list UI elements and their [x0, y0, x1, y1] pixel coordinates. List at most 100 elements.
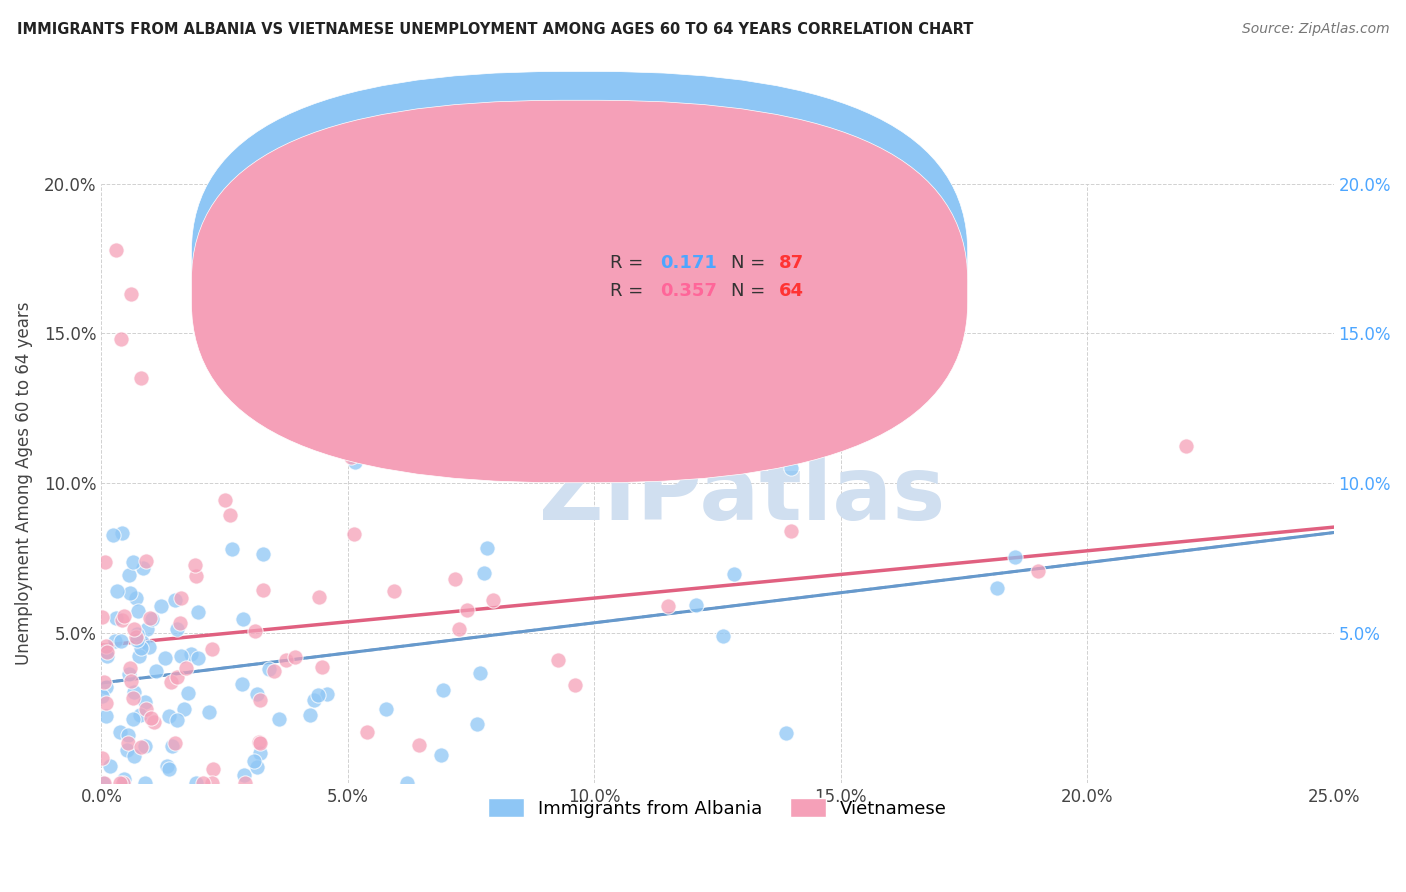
Point — [141, 612, 163, 626]
Point — [449, 622, 471, 636]
Point — [96, 645, 118, 659]
Point — [125, 630, 148, 644]
Point — [465, 717, 488, 731]
Point — [232, 612, 254, 626]
Point — [128, 707, 150, 722]
Point — [198, 311, 221, 326]
Point — [249, 693, 271, 707]
Point — [183, 558, 205, 572]
Point — [135, 554, 157, 568]
Point — [122, 555, 145, 569]
Point — [780, 524, 803, 538]
Point — [118, 586, 141, 600]
Point — [124, 622, 146, 636]
Point — [219, 508, 242, 523]
Point — [775, 726, 797, 740]
Point — [91, 751, 114, 765]
Point — [149, 599, 172, 613]
Point — [93, 674, 115, 689]
Point — [173, 701, 195, 715]
Point — [657, 599, 679, 613]
FancyBboxPatch shape — [191, 71, 967, 454]
FancyBboxPatch shape — [191, 100, 967, 483]
Point — [153, 651, 176, 665]
Point — [103, 527, 125, 541]
Point — [1174, 439, 1197, 453]
Point — [122, 712, 145, 726]
Point — [108, 776, 131, 790]
Point — [302, 693, 325, 707]
Point — [1026, 564, 1049, 578]
Point — [444, 572, 467, 586]
Text: 0.357: 0.357 — [659, 283, 717, 301]
Point — [110, 526, 132, 541]
Point — [456, 603, 478, 617]
Point — [138, 640, 160, 655]
Point — [432, 683, 454, 698]
Point — [263, 665, 285, 679]
Text: 87: 87 — [779, 253, 804, 272]
Point — [170, 591, 193, 606]
Text: IMMIGRANTS FROM ALBANIA VS VIETNAMESE UNEMPLOYMENT AMONG AGES 60 TO 64 YEARS COR: IMMIGRANTS FROM ALBANIA VS VIETNAMESE UN… — [17, 22, 973, 37]
Point — [166, 713, 188, 727]
Point — [177, 686, 200, 700]
Point — [139, 611, 162, 625]
Point — [108, 725, 131, 739]
Text: 64: 64 — [779, 283, 804, 301]
Point — [395, 776, 418, 790]
Point — [685, 599, 707, 613]
Point — [120, 674, 142, 689]
Point — [198, 706, 221, 720]
Point — [134, 695, 156, 709]
Text: N =: N = — [731, 253, 770, 272]
Point — [104, 611, 127, 625]
Point — [267, 712, 290, 726]
Point — [191, 776, 214, 790]
Point — [408, 738, 430, 752]
Point — [249, 736, 271, 750]
Point — [547, 653, 569, 667]
Point — [118, 568, 141, 582]
Point — [252, 547, 274, 561]
Point — [163, 593, 186, 607]
Point — [143, 715, 166, 730]
Point — [117, 728, 139, 742]
Point — [187, 651, 209, 665]
Point — [723, 567, 745, 582]
Point — [276, 652, 298, 666]
Point — [118, 667, 141, 681]
Point — [118, 661, 141, 675]
Point — [131, 640, 153, 655]
Point — [243, 624, 266, 639]
Point — [184, 776, 207, 790]
Point — [96, 644, 118, 658]
Point — [986, 582, 1008, 596]
Point — [94, 709, 117, 723]
Point — [232, 768, 254, 782]
Point — [110, 613, 132, 627]
Point — [127, 632, 149, 647]
Point — [122, 691, 145, 706]
Point — [157, 762, 180, 776]
Point — [129, 740, 152, 755]
Y-axis label: Unemployment Among Ages 60 to 64 years: Unemployment Among Ages 60 to 64 years — [15, 301, 32, 665]
Point — [231, 677, 253, 691]
Point — [472, 566, 495, 581]
Point — [201, 641, 224, 656]
Point — [125, 627, 148, 641]
Point — [1004, 550, 1026, 565]
Point — [96, 648, 118, 663]
Point — [201, 776, 224, 790]
Point — [160, 674, 183, 689]
Point — [124, 685, 146, 699]
Point — [316, 688, 339, 702]
Point — [115, 743, 138, 757]
Point — [110, 333, 132, 347]
Point — [470, 666, 492, 681]
Point — [139, 711, 162, 725]
Point — [93, 776, 115, 790]
Text: R =: R = — [610, 253, 650, 272]
Point — [135, 702, 157, 716]
Point — [94, 639, 117, 653]
Point — [247, 735, 270, 749]
